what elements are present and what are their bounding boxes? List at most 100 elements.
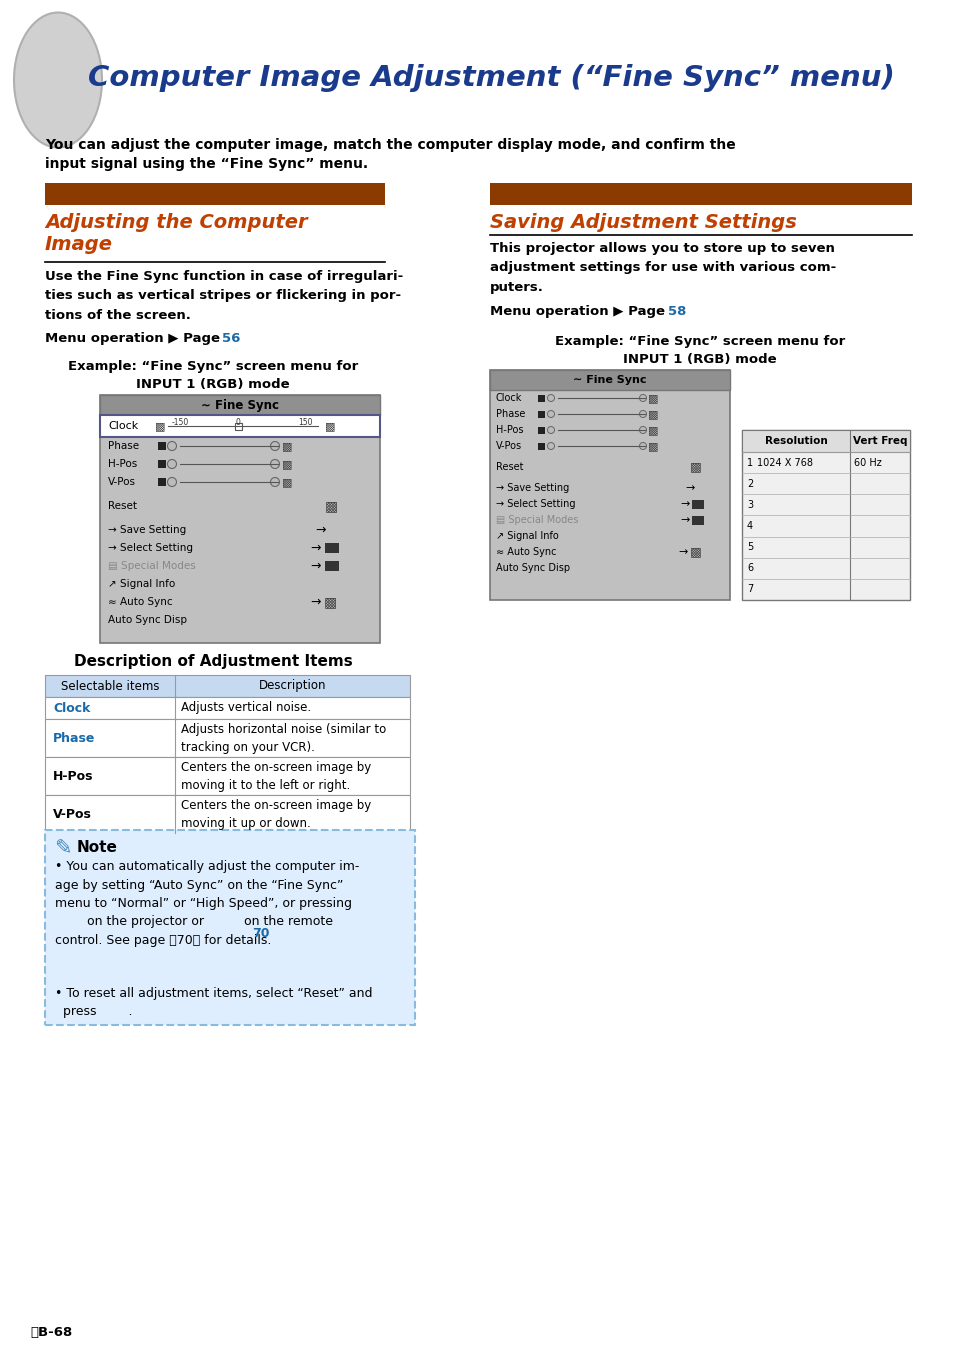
Text: 4: 4 bbox=[746, 521, 752, 532]
Text: ▩: ▩ bbox=[325, 499, 337, 513]
Text: ▩: ▩ bbox=[647, 409, 658, 419]
Text: 5: 5 bbox=[746, 542, 753, 552]
Text: Phase: Phase bbox=[108, 441, 139, 451]
Text: Clock: Clock bbox=[496, 393, 522, 402]
Text: ▩: ▩ bbox=[282, 459, 293, 468]
Text: This projector allows you to store up to seven
adjustment settings for use with : This projector allows you to store up to… bbox=[490, 242, 836, 293]
Circle shape bbox=[271, 441, 279, 451]
Text: • You can automatically adjust the computer im-
age by setting “Auto Sync” on th: • You can automatically adjust the compu… bbox=[55, 860, 359, 948]
Text: →: → bbox=[684, 483, 694, 493]
FancyBboxPatch shape bbox=[490, 370, 729, 390]
Text: INPUT 1 (RGB) mode: INPUT 1 (RGB) mode bbox=[622, 353, 776, 366]
Text: 2: 2 bbox=[746, 479, 753, 489]
Text: Phase: Phase bbox=[53, 731, 95, 744]
Text: 6: 6 bbox=[746, 563, 752, 573]
FancyBboxPatch shape bbox=[158, 460, 166, 468]
Circle shape bbox=[639, 394, 646, 401]
Text: ▩: ▩ bbox=[154, 421, 165, 431]
FancyBboxPatch shape bbox=[45, 183, 385, 205]
Ellipse shape bbox=[14, 12, 102, 148]
Text: ▩: ▩ bbox=[647, 425, 658, 435]
FancyBboxPatch shape bbox=[45, 674, 410, 697]
Text: →: → bbox=[314, 524, 325, 537]
Text: ≈ Auto Sync: ≈ Auto Sync bbox=[108, 598, 172, 607]
Text: ▤ Special Modes: ▤ Special Modes bbox=[108, 561, 195, 571]
Text: V-Pos: V-Pos bbox=[53, 808, 91, 821]
FancyBboxPatch shape bbox=[45, 719, 410, 756]
Text: Description: Description bbox=[258, 680, 326, 692]
Text: → Select Setting: → Select Setting bbox=[496, 499, 575, 509]
Text: -150: -150 bbox=[172, 419, 189, 427]
Text: ▩: ▩ bbox=[689, 545, 701, 559]
FancyBboxPatch shape bbox=[537, 427, 544, 433]
Text: 7: 7 bbox=[746, 584, 753, 595]
Text: Reset: Reset bbox=[496, 462, 523, 472]
Circle shape bbox=[168, 478, 176, 486]
Text: You can adjust the computer image, match the computer display mode, and confirm : You can adjust the computer image, match… bbox=[45, 139, 735, 152]
FancyBboxPatch shape bbox=[234, 423, 242, 429]
Text: Menu operation ▶ Page: Menu operation ▶ Page bbox=[45, 332, 224, 345]
Text: → Save Setting: → Save Setting bbox=[496, 483, 569, 493]
Text: ⓆB-68: ⓆB-68 bbox=[30, 1326, 72, 1339]
Text: ↗ Signal Info: ↗ Signal Info bbox=[496, 532, 558, 541]
Text: 150: 150 bbox=[297, 419, 313, 427]
FancyBboxPatch shape bbox=[45, 830, 415, 1026]
FancyBboxPatch shape bbox=[100, 415, 379, 437]
Text: Auto Sync Disp: Auto Sync Disp bbox=[496, 563, 570, 573]
Circle shape bbox=[639, 411, 646, 417]
Text: ∼ Fine Sync: ∼ Fine Sync bbox=[573, 376, 646, 385]
Text: →: → bbox=[679, 516, 689, 525]
Circle shape bbox=[547, 411, 554, 417]
Text: 70: 70 bbox=[252, 927, 269, 940]
Text: ▤ Special Modes: ▤ Special Modes bbox=[496, 516, 578, 525]
FancyBboxPatch shape bbox=[325, 542, 338, 553]
Text: Centers the on-screen image by
moving it to the left or right.: Centers the on-screen image by moving it… bbox=[181, 760, 371, 791]
Text: →: → bbox=[310, 560, 320, 572]
Text: ∼ Fine Sync: ∼ Fine Sync bbox=[201, 398, 278, 412]
Text: Saving Adjustment Settings: Saving Adjustment Settings bbox=[490, 213, 796, 232]
FancyBboxPatch shape bbox=[537, 443, 544, 450]
FancyBboxPatch shape bbox=[45, 756, 410, 795]
FancyBboxPatch shape bbox=[100, 394, 379, 643]
Text: 0: 0 bbox=[235, 419, 240, 427]
Text: Phase: Phase bbox=[496, 409, 525, 419]
Text: 58: 58 bbox=[667, 306, 685, 318]
Text: Description of Adjustment Items: Description of Adjustment Items bbox=[73, 654, 352, 669]
Text: H-Pos: H-Pos bbox=[496, 425, 523, 435]
FancyBboxPatch shape bbox=[537, 411, 544, 419]
Circle shape bbox=[639, 427, 646, 433]
Text: Example: “Fine Sync” screen menu for: Example: “Fine Sync” screen menu for bbox=[555, 335, 844, 349]
FancyBboxPatch shape bbox=[45, 795, 410, 833]
Text: Resolution: Resolution bbox=[763, 436, 826, 446]
Text: → Select Setting: → Select Setting bbox=[108, 542, 193, 553]
Text: • To reset all adjustment items, select “Reset” and
  press        .: • To reset all adjustment items, select … bbox=[55, 987, 372, 1019]
FancyBboxPatch shape bbox=[691, 499, 703, 509]
Text: H-Pos: H-Pos bbox=[108, 459, 137, 468]
Text: Image: Image bbox=[45, 236, 112, 254]
Text: Adjusts vertical noise.: Adjusts vertical noise. bbox=[181, 701, 311, 713]
Text: Adjusting the Computer: Adjusting the Computer bbox=[45, 213, 307, 232]
Text: →: → bbox=[679, 499, 689, 509]
FancyBboxPatch shape bbox=[158, 478, 166, 486]
Text: Clock: Clock bbox=[108, 421, 138, 431]
Text: ✎: ✎ bbox=[54, 839, 71, 857]
Text: ↗ Signal Info: ↗ Signal Info bbox=[108, 579, 175, 590]
Text: 1024 X 768: 1024 X 768 bbox=[757, 458, 812, 467]
Text: Use the Fine Sync function in case of irregulari-
ties such as vertical stripes : Use the Fine Sync function in case of ir… bbox=[45, 271, 403, 322]
Text: →: → bbox=[310, 541, 320, 555]
Text: V-Pos: V-Pos bbox=[108, 476, 136, 487]
Text: 1: 1 bbox=[746, 458, 752, 467]
Circle shape bbox=[547, 443, 554, 450]
Text: Example: “Fine Sync” screen menu for: Example: “Fine Sync” screen menu for bbox=[68, 359, 357, 373]
Text: Auto Sync Disp: Auto Sync Disp bbox=[108, 615, 187, 625]
Text: H-Pos: H-Pos bbox=[53, 770, 93, 782]
Circle shape bbox=[639, 443, 646, 450]
Text: ▩: ▩ bbox=[282, 476, 293, 487]
Text: →: → bbox=[310, 595, 320, 608]
Text: Clock: Clock bbox=[53, 701, 91, 715]
Text: ▩: ▩ bbox=[282, 441, 293, 451]
FancyBboxPatch shape bbox=[537, 394, 544, 402]
FancyBboxPatch shape bbox=[691, 516, 703, 525]
FancyBboxPatch shape bbox=[490, 183, 911, 205]
Text: Selectable items: Selectable items bbox=[61, 680, 159, 692]
